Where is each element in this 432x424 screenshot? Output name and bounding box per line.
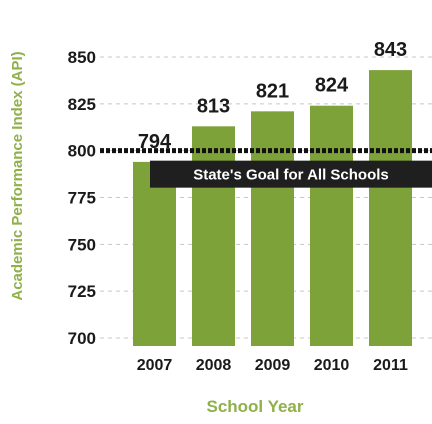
x-tick-label: 2011 xyxy=(373,357,408,374)
x-tick-labels: 2007 2008 2009 2010 2011 xyxy=(137,357,408,374)
goal-label: State's Goal for All Schools xyxy=(193,167,389,184)
data-labels: 794 813 821 824 843 xyxy=(138,39,407,153)
y-tick-label: 775 xyxy=(68,189,96,208)
y-tick-label: 800 xyxy=(68,142,96,161)
bar xyxy=(133,161,176,346)
bar xyxy=(251,111,294,347)
y-axis-title: Academic Performance Index (API) xyxy=(9,51,26,300)
y-tick-label: 850 xyxy=(68,48,96,67)
x-tick-label: 2009 xyxy=(255,357,291,374)
data-label: 813 xyxy=(197,95,230,117)
x-tick-label: 2010 xyxy=(314,357,350,374)
data-label: 821 xyxy=(256,80,289,102)
x-tick-label: 2008 xyxy=(196,357,232,374)
data-label: 794 xyxy=(138,131,172,153)
y-tick-label: 750 xyxy=(68,235,96,254)
y-tick-label: 825 xyxy=(68,95,96,114)
y-tick-label: 700 xyxy=(68,329,96,348)
data-label: 824 xyxy=(315,75,349,97)
x-axis-title: School Year xyxy=(206,397,303,416)
bar xyxy=(192,126,235,347)
goal-label-box xyxy=(150,160,432,188)
bar xyxy=(369,70,412,346)
y-tick-label: 725 xyxy=(68,282,96,301)
bar xyxy=(310,105,353,346)
bars xyxy=(133,70,412,347)
x-tick-label: 2007 xyxy=(137,357,173,374)
goal-line-group: State's Goal for All Schools xyxy=(100,148,432,188)
data-label: 843 xyxy=(374,39,407,61)
y-tick-labels: 850 825 800 775 750 725 700 xyxy=(68,48,96,348)
